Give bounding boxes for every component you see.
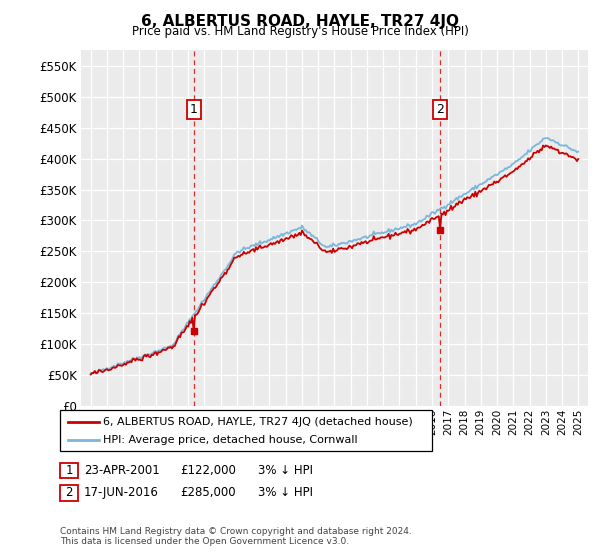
- Text: 3% ↓ HPI: 3% ↓ HPI: [258, 486, 313, 500]
- Text: 1: 1: [65, 464, 73, 477]
- Text: £285,000: £285,000: [180, 486, 236, 500]
- Text: 2: 2: [436, 102, 444, 116]
- Text: 23-APR-2001: 23-APR-2001: [84, 464, 160, 477]
- Text: 3% ↓ HPI: 3% ↓ HPI: [258, 464, 313, 477]
- Text: 6, ALBERTUS ROAD, HAYLE, TR27 4JQ (detached house): 6, ALBERTUS ROAD, HAYLE, TR27 4JQ (detac…: [103, 417, 413, 427]
- Text: 6, ALBERTUS ROAD, HAYLE, TR27 4JQ: 6, ALBERTUS ROAD, HAYLE, TR27 4JQ: [141, 14, 459, 29]
- Text: 17-JUN-2016: 17-JUN-2016: [84, 486, 159, 500]
- Text: Price paid vs. HM Land Registry's House Price Index (HPI): Price paid vs. HM Land Registry's House …: [131, 25, 469, 38]
- Text: 1: 1: [190, 102, 197, 116]
- Text: Contains HM Land Registry data © Crown copyright and database right 2024.
This d: Contains HM Land Registry data © Crown c…: [60, 526, 412, 546]
- Text: £122,000: £122,000: [180, 464, 236, 477]
- Text: 2: 2: [65, 486, 73, 500]
- Text: HPI: Average price, detached house, Cornwall: HPI: Average price, detached house, Corn…: [103, 435, 358, 445]
